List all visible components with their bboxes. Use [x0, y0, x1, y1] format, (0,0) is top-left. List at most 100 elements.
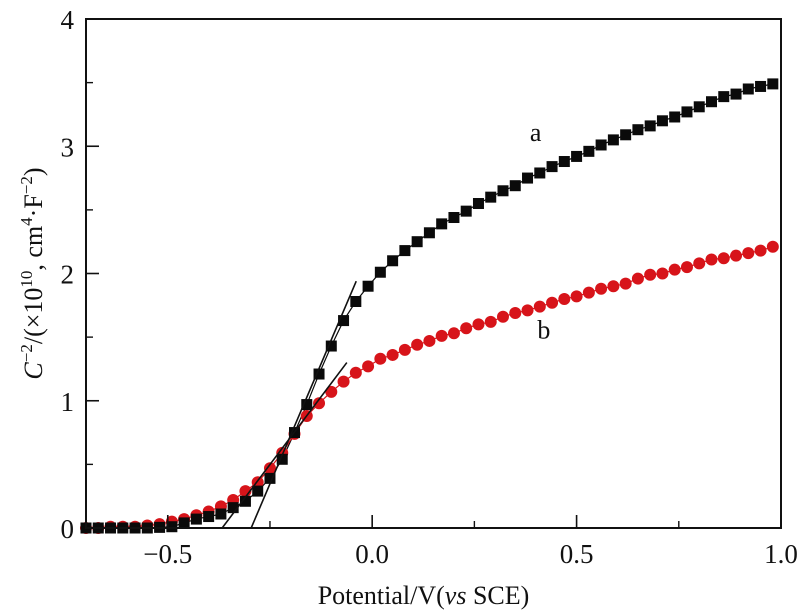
series-a-point: [227, 502, 239, 514]
series-b-point: [423, 334, 436, 347]
series-b-point: [680, 261, 693, 274]
series-b-point: [447, 327, 460, 340]
series-b-point: [668, 263, 681, 276]
series-b-point: [693, 257, 706, 270]
y-axis-title-part: 10: [17, 271, 36, 288]
series-a-point: [571, 150, 583, 162]
series-b-point: [509, 306, 522, 319]
x-axis-title-part: vs: [445, 581, 467, 610]
series-a-point: [718, 91, 730, 103]
y-axis-title-part: ·F: [19, 194, 48, 217]
series-b-point: [730, 249, 743, 262]
y-tick-label: 0: [61, 514, 75, 544]
series-b-point: [619, 277, 632, 290]
series-b-point: [472, 318, 485, 331]
series-a-point: [448, 212, 460, 224]
y-tick-label: 4: [61, 5, 75, 35]
series-a-point: [632, 124, 644, 136]
series-a-point: [755, 80, 767, 92]
series-a-point: [411, 236, 423, 248]
series-a-point: [313, 368, 325, 380]
series-a-point: [656, 115, 668, 127]
series-a-point: [681, 106, 693, 118]
series-b-point: [337, 375, 350, 388]
series-a-point: [387, 255, 399, 267]
series-a-point: [669, 111, 681, 123]
axis-ticks: −0.5 0.0 0.5 1.0 0 1 2 3 4: [61, 5, 798, 569]
series-b-point: [570, 290, 583, 303]
series-label-b: b: [537, 315, 550, 344]
series-b-point: [546, 296, 559, 309]
y-axis-title-part: /(×10: [19, 288, 48, 345]
series-b-point: [521, 304, 534, 317]
y-axis-title-part: ): [19, 167, 48, 176]
series-a-point: [350, 295, 362, 307]
series-a-point: [203, 511, 215, 523]
series-b-point: [631, 272, 644, 285]
series-b-point: [558, 292, 571, 305]
series-a-point: [546, 161, 558, 173]
series-b-point: [656, 267, 669, 280]
x-axis-title: Potential/V(vs SCE): [318, 581, 530, 610]
series-a-point: [301, 399, 313, 411]
series-a-point: [742, 83, 754, 95]
y-tick-label: 2: [61, 260, 75, 290]
series-a-point: [693, 101, 705, 113]
series-label-a: a: [530, 118, 542, 147]
x-axis-title-part: SCE): [466, 581, 529, 610]
series-a-point: [436, 218, 448, 230]
series-b-point: [595, 282, 608, 295]
series-a-point: [252, 485, 264, 497]
series-b-point: [460, 322, 473, 335]
x-axis-title-part: Potential/V(: [318, 581, 445, 610]
series-a-point: [190, 513, 202, 525]
series-b-point: [607, 280, 620, 293]
series-a-point: [607, 134, 619, 146]
series-a-point: [325, 340, 337, 352]
series-a-point: [264, 472, 276, 484]
series-b-point: [644, 268, 657, 281]
y-axis-title-part: −2: [17, 176, 36, 194]
series-a-point: [706, 96, 717, 108]
series-b-point: [349, 366, 362, 379]
series-a-point: [534, 167, 546, 179]
series-b-point: [374, 352, 387, 365]
series-a-point: [276, 453, 288, 465]
y-tick-label: 1: [61, 387, 75, 417]
series-a-point: [595, 139, 607, 151]
x-tick-label: 0.0: [355, 539, 389, 569]
y-axis-title-part: −2: [17, 344, 36, 362]
series-b-line: [86, 246, 774, 529]
y-axis-title-part: 4: [17, 217, 36, 226]
series-a-point: [338, 315, 350, 327]
plot-marks: ab: [80, 78, 779, 534]
series-a-point: [166, 521, 178, 533]
series-b-point: [435, 329, 448, 342]
fit-line-a: [250, 280, 357, 529]
series-a-point: [178, 517, 190, 529]
series-b-point: [411, 338, 424, 351]
series-a-point: [509, 180, 521, 192]
series-b-point: [386, 348, 399, 361]
series-a-point: [497, 185, 509, 197]
series-b-point: [533, 300, 546, 313]
series-a-point: [374, 266, 386, 278]
series-a-point: [239, 495, 251, 507]
series-a-point: [644, 120, 656, 132]
series-a-point: [215, 508, 227, 520]
y-tick-label: 3: [61, 132, 75, 162]
y-axis-title-part: C: [19, 362, 48, 380]
series-a-point: [472, 198, 484, 210]
series-a-point: [583, 145, 595, 157]
series-b-point: [742, 247, 755, 260]
series-a-point: [460, 205, 472, 217]
x-tick-label: 0.5: [560, 539, 594, 569]
series-b-point: [766, 240, 779, 253]
series-a-point: [730, 88, 742, 100]
series-a-point: [767, 78, 779, 90]
series-b-point: [325, 385, 338, 398]
series-a-point: [399, 245, 411, 257]
series-b-point: [705, 253, 718, 266]
fit-line-b: [221, 362, 348, 529]
